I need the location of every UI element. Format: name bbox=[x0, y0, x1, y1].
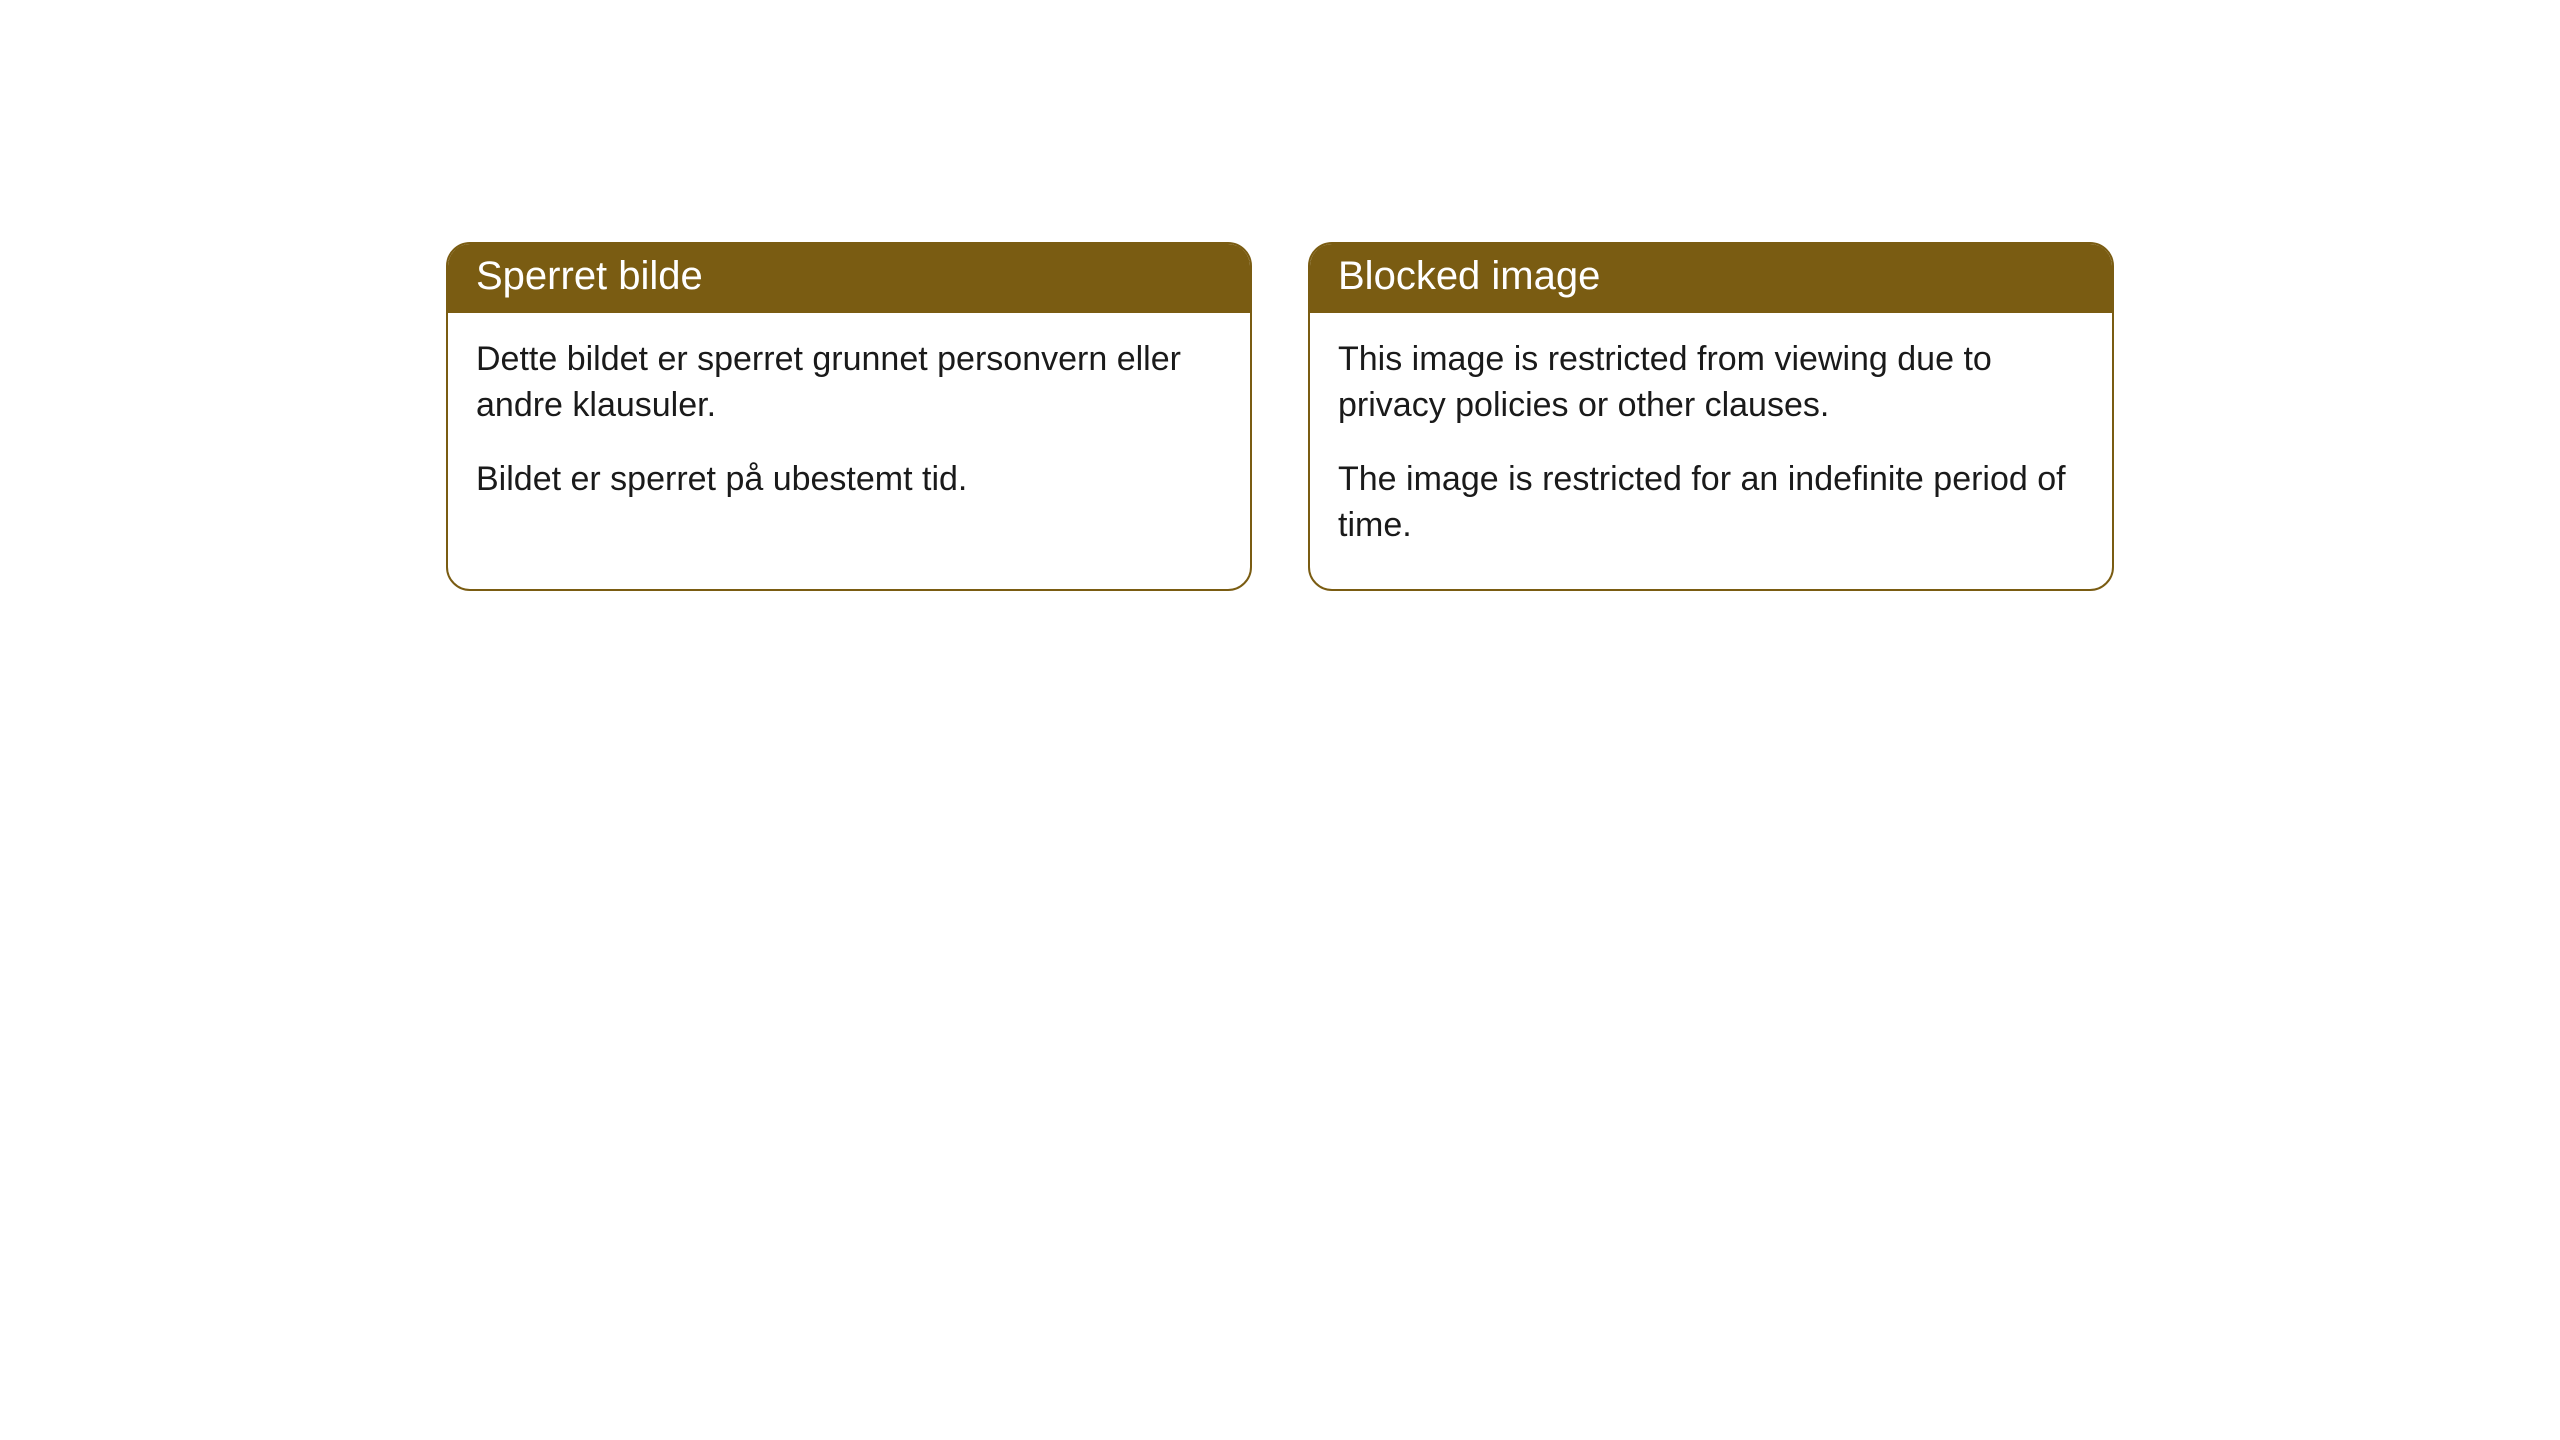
card-title: Blocked image bbox=[1338, 254, 1600, 298]
card-title: Sperret bilde bbox=[476, 254, 703, 298]
card-paragraph: The image is restricted for an indefinit… bbox=[1338, 457, 2084, 549]
card-body: This image is restricted from viewing du… bbox=[1310, 313, 2112, 589]
card-header: Blocked image bbox=[1310, 244, 2112, 313]
card-body: Dette bildet er sperret grunnet personve… bbox=[448, 313, 1250, 543]
notice-card-english: Blocked image This image is restricted f… bbox=[1308, 242, 2114, 591]
card-paragraph: Bildet er sperret på ubestemt tid. bbox=[476, 457, 1222, 503]
notice-cards-container: Sperret bilde Dette bildet er sperret gr… bbox=[0, 242, 2560, 591]
notice-card-norwegian: Sperret bilde Dette bildet er sperret gr… bbox=[446, 242, 1252, 591]
card-header: Sperret bilde bbox=[448, 244, 1250, 313]
card-paragraph: Dette bildet er sperret grunnet personve… bbox=[476, 337, 1222, 429]
card-paragraph: This image is restricted from viewing du… bbox=[1338, 337, 2084, 429]
